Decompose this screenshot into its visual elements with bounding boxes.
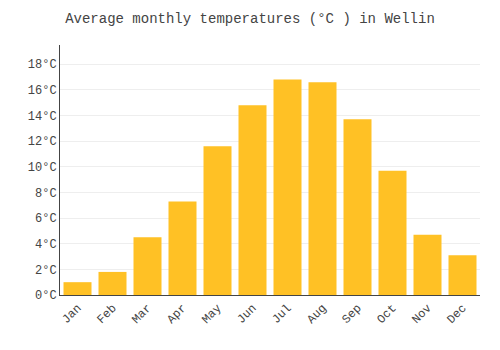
svg-text:2°C: 2°C: [35, 264, 57, 278]
svg-text:4°C: 4°C: [35, 238, 57, 252]
svg-text:Dec: Dec: [444, 302, 469, 327]
svg-text:Oct: Oct: [374, 302, 399, 327]
svg-text:Average monthly temperatures (: Average monthly temperatures (°C ) in We…: [65, 11, 435, 27]
svg-text:Jul: Jul: [269, 302, 294, 327]
svg-text:Jun: Jun: [234, 302, 259, 327]
svg-text:May: May: [199, 302, 224, 327]
svg-text:0°C: 0°C: [35, 289, 57, 303]
svg-text:12°C: 12°C: [28, 135, 57, 149]
svg-text:Mar: Mar: [129, 302, 154, 327]
svg-text:14°C: 14°C: [28, 110, 57, 124]
svg-text:18°C: 18°C: [28, 58, 57, 72]
svg-text:Apr: Apr: [164, 302, 189, 327]
svg-text:8°C: 8°C: [35, 187, 57, 201]
svg-text:Aug: Aug: [304, 302, 329, 327]
svg-text:10°C: 10°C: [28, 161, 57, 175]
svg-text:16°C: 16°C: [28, 84, 57, 98]
svg-text:Nov: Nov: [409, 302, 434, 327]
svg-text:Feb: Feb: [94, 302, 119, 327]
svg-text:Jan: Jan: [59, 302, 84, 327]
svg-text:6°C: 6°C: [35, 212, 57, 226]
svg-text:Sep: Sep: [339, 302, 364, 327]
